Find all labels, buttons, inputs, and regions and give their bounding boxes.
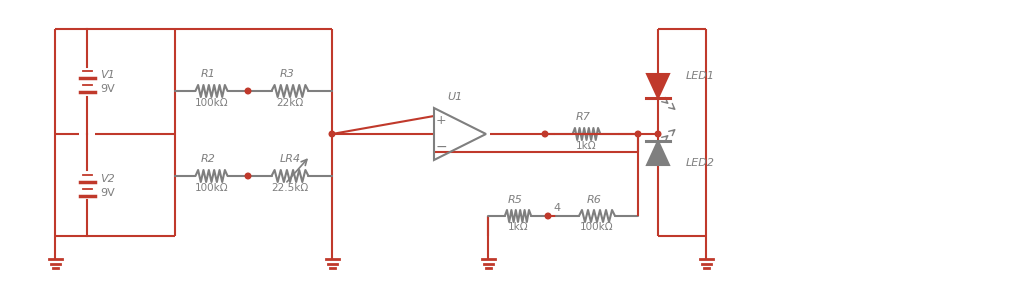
Text: −: − — [435, 140, 446, 154]
Polygon shape — [647, 74, 669, 98]
Text: 100kΩ: 100kΩ — [195, 98, 228, 108]
Circle shape — [635, 131, 641, 137]
Text: R7: R7 — [577, 112, 591, 122]
Polygon shape — [647, 141, 669, 165]
Text: R1: R1 — [201, 69, 216, 79]
Text: 1kΩ: 1kΩ — [577, 141, 597, 151]
Text: LED2: LED2 — [686, 158, 715, 168]
Text: 4: 4 — [553, 203, 560, 213]
Text: LR4: LR4 — [280, 154, 301, 164]
Text: 9V: 9V — [100, 188, 115, 198]
Text: R6: R6 — [587, 195, 601, 205]
Text: 22.5kΩ: 22.5kΩ — [271, 183, 308, 193]
Text: U1: U1 — [447, 92, 463, 102]
Text: 100kΩ: 100kΩ — [581, 222, 613, 232]
Text: R5: R5 — [508, 195, 522, 205]
Circle shape — [655, 131, 660, 137]
Text: 22kΩ: 22kΩ — [276, 98, 304, 108]
Text: R2: R2 — [201, 154, 216, 164]
Text: 9V: 9V — [100, 84, 115, 95]
Text: R3: R3 — [280, 69, 295, 79]
Text: 100kΩ: 100kΩ — [195, 183, 228, 193]
Circle shape — [245, 88, 251, 94]
Text: V2: V2 — [100, 174, 115, 184]
Circle shape — [329, 131, 335, 137]
Text: V1: V1 — [100, 70, 115, 81]
Text: LED1: LED1 — [686, 71, 715, 81]
Circle shape — [542, 131, 548, 137]
Circle shape — [245, 173, 251, 179]
Text: 1kΩ: 1kΩ — [508, 222, 528, 232]
Circle shape — [545, 213, 551, 219]
Text: +: + — [435, 114, 446, 127]
